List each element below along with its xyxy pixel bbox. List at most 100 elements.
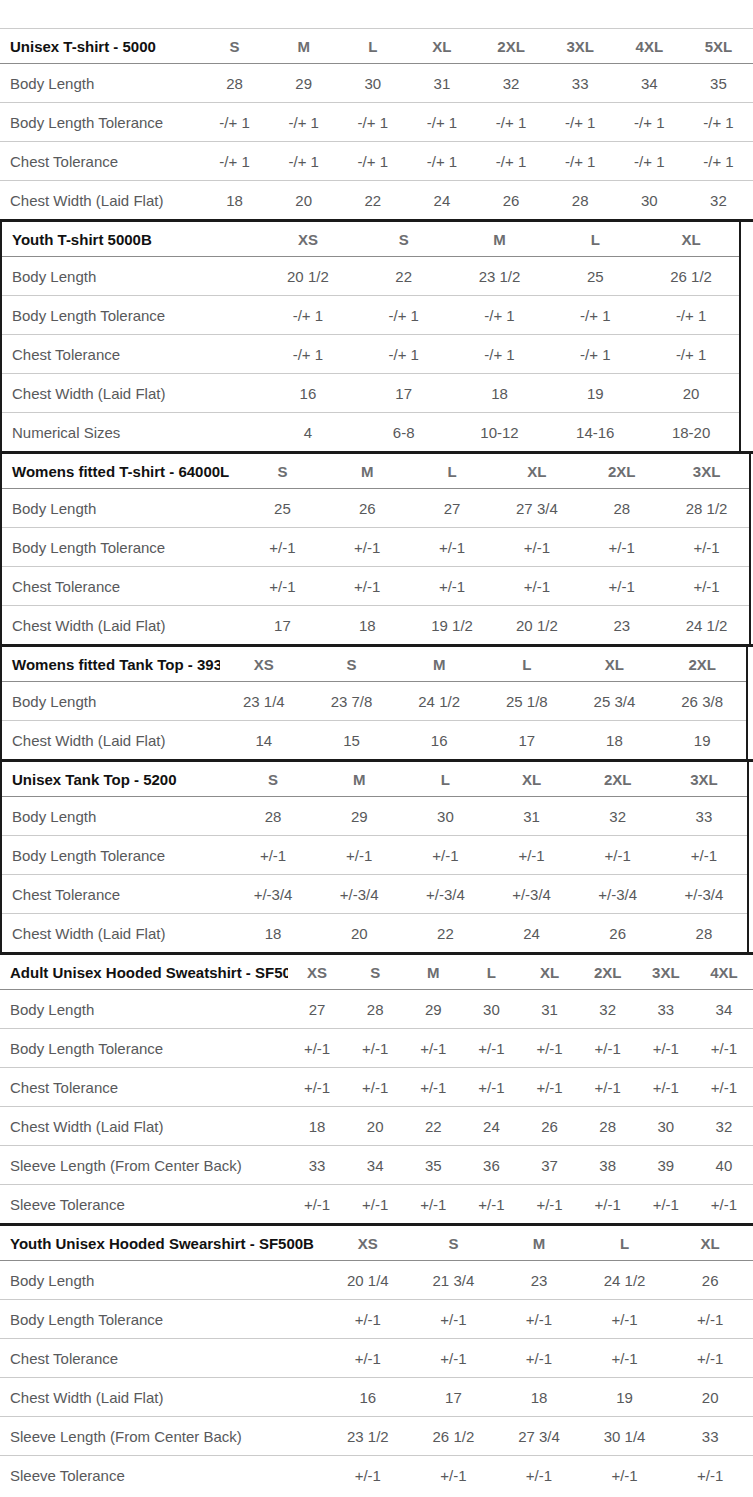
- cell-value: +/-1: [316, 836, 402, 875]
- header-row: Womens fitted Tank Top - 3933XSSMLXL2XL: [2, 647, 746, 682]
- row-label: Sleeve Tolerance: [0, 1185, 288, 1224]
- cell-value: +/-1: [582, 1456, 668, 1495]
- table-row: Chest Tolerance+/-1+/-1+/-1+/-1+/-1+/-1+…: [0, 1068, 753, 1107]
- size-header: XL: [667, 1226, 753, 1261]
- cell-value: 18: [200, 181, 269, 220]
- cell-value: 35: [684, 64, 753, 103]
- cell-value: +/-1: [240, 528, 325, 567]
- cell-value: 17: [240, 606, 325, 645]
- cell-value: 17: [483, 721, 571, 760]
- cell-value: 21 3/4: [411, 1261, 497, 1300]
- cell-value: 33: [637, 990, 695, 1029]
- cell-value: 6-8: [356, 413, 452, 452]
- row-label: Chest Width (Laid Flat): [0, 1107, 288, 1146]
- table-row: Body Length282930313233: [2, 797, 747, 836]
- cell-value: 26 3/8: [658, 682, 746, 721]
- cell-value: 32: [684, 181, 753, 220]
- cell-value: 20: [316, 914, 402, 953]
- size-header: L: [410, 454, 495, 489]
- cell-value: 32: [477, 64, 546, 103]
- cell-value: 19: [582, 1378, 668, 1417]
- cell-value: +/-1: [579, 1068, 637, 1107]
- cell-value: 26: [521, 1107, 579, 1146]
- cell-value: +/-1: [579, 528, 664, 567]
- row-label: Chest Width (Laid Flat): [0, 181, 200, 220]
- size-table-womens-fitted-tank-top-3933: Womens fitted Tank Top - 3933XSSMLXL2XLB…: [0, 647, 748, 759]
- table-title: Unisex T-shirt - 5000: [0, 29, 200, 64]
- size-header: S: [346, 955, 404, 990]
- cell-value: +/-1: [411, 1339, 497, 1378]
- size-chart-womens-fitted-tank-top-3933: Womens fitted Tank Top - 3933XSSMLXL2XLB…: [2, 647, 746, 759]
- size-header: L: [462, 955, 520, 990]
- cell-value: -/+ 1: [200, 142, 269, 181]
- size-header: S: [230, 762, 316, 797]
- cell-value: 24: [462, 1107, 520, 1146]
- cell-value: +/-3/4: [661, 875, 747, 914]
- cell-value: +/-1: [325, 1456, 411, 1495]
- cell-value: 29: [269, 64, 338, 103]
- size-header: L: [402, 762, 488, 797]
- cell-value: 30: [615, 181, 684, 220]
- row-label: Chest Tolerance: [2, 335, 260, 374]
- cell-value: 29: [316, 797, 402, 836]
- size-header: M: [404, 955, 462, 990]
- cell-value: 18: [288, 1107, 346, 1146]
- cell-value: 24: [407, 181, 476, 220]
- cell-value: -/+ 1: [452, 296, 548, 335]
- cell-value: 32: [579, 990, 637, 1029]
- header-row: Womens fitted T-shirt - 64000LSMLXL2XL3X…: [2, 454, 749, 489]
- size-chart-youth-tshirt-5000b: Youth T-shirt 5000BXSSMLXLBody Length20 …: [2, 222, 739, 451]
- cell-value: 18: [571, 721, 659, 760]
- cell-value: -/+ 1: [643, 335, 739, 374]
- size-header: M: [452, 222, 548, 257]
- size-header: 3XL: [546, 29, 615, 64]
- cell-value: 39: [637, 1146, 695, 1185]
- cell-value: 4: [260, 413, 356, 452]
- cell-value: +/-1: [288, 1029, 346, 1068]
- row-label: Chest Tolerance: [0, 1068, 288, 1107]
- size-header: S: [411, 1226, 497, 1261]
- cell-value: 23 7/8: [308, 682, 396, 721]
- cell-value: +/-1: [637, 1185, 695, 1224]
- size-header: XS: [288, 955, 346, 990]
- cell-value: +/-1: [410, 567, 495, 606]
- table-title: Youth T-shirt 5000B: [2, 222, 260, 257]
- cell-value: 30: [637, 1107, 695, 1146]
- cell-value: 22: [402, 914, 488, 953]
- cell-value: 20: [667, 1378, 753, 1417]
- size-header: XL: [571, 647, 659, 682]
- cell-value: +/-1: [404, 1068, 462, 1107]
- table-row: Body Length Tolerance+/-1+/-1+/-1+/-1+/-…: [2, 836, 747, 875]
- cell-value: 17: [356, 374, 452, 413]
- cell-value: 20 1/2: [260, 257, 356, 296]
- cell-value: 26: [325, 489, 410, 528]
- cell-value: 20: [269, 181, 338, 220]
- cell-value: +/-3/4: [230, 875, 316, 914]
- cell-value: 27 3/4: [496, 1417, 582, 1456]
- cell-value: +/-1: [579, 1185, 637, 1224]
- size-header: S: [356, 222, 452, 257]
- row-label: Body Length Tolerance: [0, 1029, 288, 1068]
- cell-value: +/-1: [494, 567, 579, 606]
- size-table-unisex-tshirt-5000: Unisex T-shirt - 5000SMLXL2XL3XL4XL5XLBo…: [0, 28, 753, 219]
- cell-value: -/+ 1: [356, 335, 452, 374]
- cell-value: 20: [346, 1107, 404, 1146]
- size-header: XL: [643, 222, 739, 257]
- cell-value: 29: [404, 990, 462, 1029]
- row-label: Body Length Tolerance: [2, 296, 260, 335]
- row-label: Body Length: [0, 1261, 325, 1300]
- table-row: Numerical Sizes46-810-1214-1618-20: [2, 413, 739, 452]
- size-header: M: [395, 647, 483, 682]
- header-row: Youth T-shirt 5000BXSSMLXL: [2, 222, 739, 257]
- cell-value: 31: [407, 64, 476, 103]
- row-label: Chest Width (Laid Flat): [2, 374, 260, 413]
- cell-value: +/-1: [667, 1300, 753, 1339]
- cell-value: +/-1: [288, 1068, 346, 1107]
- table-row: Sleeve Length (From Center Back)33343536…: [0, 1146, 753, 1185]
- cell-value: +/-3/4: [316, 875, 402, 914]
- size-header: 4XL: [695, 955, 753, 990]
- cell-value: +/-1: [575, 836, 661, 875]
- table-row: Body Length2829303132333435: [0, 64, 753, 103]
- row-label: Body Length Tolerance: [0, 1300, 325, 1339]
- cell-value: 37: [521, 1146, 579, 1185]
